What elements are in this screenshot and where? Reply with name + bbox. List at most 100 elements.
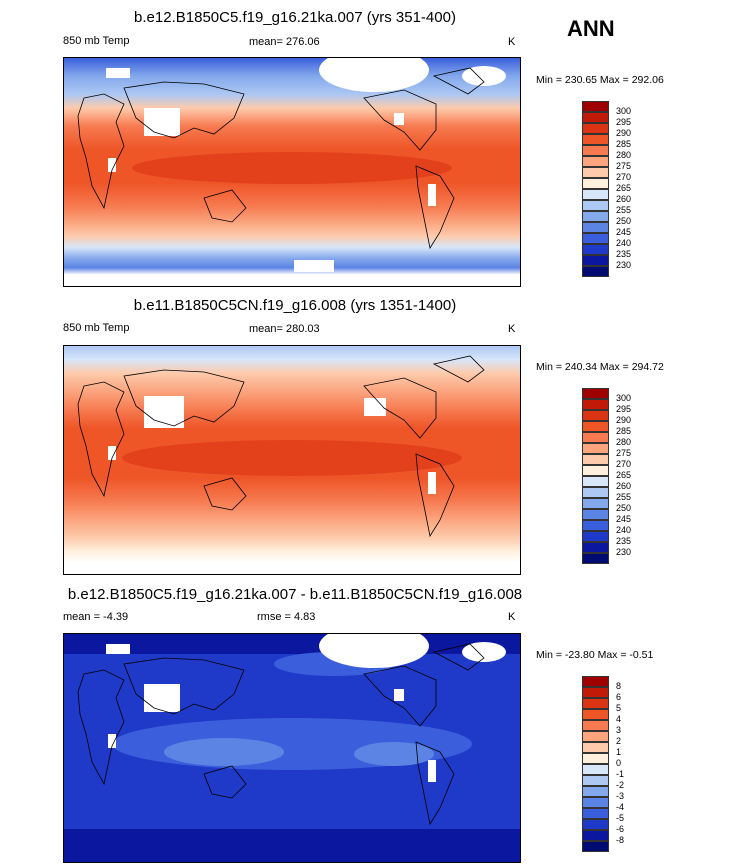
panel-2-map xyxy=(63,345,521,575)
panel-3-rmse-label: rmse = 4.83 xyxy=(257,611,316,623)
colorbar-tick-label: 290 xyxy=(616,415,632,425)
panel-2-minmax: Min = 240.34 Max = 294.72 xyxy=(536,361,664,373)
panel-1-mean-label: mean= 276.06 xyxy=(249,36,320,48)
colorbar-tick-label: 255 xyxy=(616,492,632,502)
colorbar-swatch xyxy=(582,676,609,687)
colorbar-swatch xyxy=(582,731,609,742)
panel-1-title: b.e12.B1850C5.f19_g16.21ka.007 (yrs 351-… xyxy=(134,9,456,26)
colorbar-tick-label: 270 xyxy=(616,172,632,182)
colorbar-tick-label: 5 xyxy=(616,703,622,713)
colorbar-tick-label: 235 xyxy=(616,536,632,546)
colorbar-swatch xyxy=(582,399,609,410)
colorbar-tick-label: 4 xyxy=(616,714,622,724)
colorbar-swatch xyxy=(582,553,609,564)
season-label: ANN xyxy=(567,16,615,41)
colorbar-tick-label: 245 xyxy=(616,514,632,524)
colorbar-swatch xyxy=(582,421,609,432)
colorbar-tick-label: 270 xyxy=(616,459,632,469)
colorbar-swatch xyxy=(582,709,609,720)
colorbar-swatch xyxy=(582,255,609,266)
colorbar-tick-label: 295 xyxy=(616,117,632,127)
panel-3-units: K xyxy=(508,611,516,623)
panel-3-mean-label: mean = -4.39 xyxy=(63,611,129,623)
colorbar-tick-label: 290 xyxy=(616,128,632,138)
colorbar-tick-label: 275 xyxy=(616,161,632,171)
colorbar-swatch xyxy=(582,465,609,476)
colorbar-swatch xyxy=(582,410,609,421)
colorbar-swatch xyxy=(582,742,609,753)
colorbar-tick-label: 285 xyxy=(616,139,632,149)
colorbar-swatch xyxy=(582,698,609,709)
colorbar-swatch xyxy=(582,134,609,145)
panel-2-mean-label: mean= 280.03 xyxy=(249,323,320,335)
colorbar-swatch xyxy=(582,178,609,189)
panel-3-map xyxy=(63,633,521,863)
colorbar-tick-label: 265 xyxy=(616,183,632,193)
colorbar-swatch xyxy=(582,443,609,454)
colorbar-swatch xyxy=(582,388,609,399)
colorbar-swatch xyxy=(582,112,609,123)
panel-1-field-label: 850 mb Temp xyxy=(63,35,130,47)
colorbar-tick-label: 280 xyxy=(616,150,632,160)
colorbar-swatch xyxy=(582,167,609,178)
panel-3-minmax: Min = -23.80 Max = -0.51 xyxy=(536,649,654,661)
colorbar-tick-label: 245 xyxy=(616,227,632,237)
colorbar-swatch xyxy=(582,720,609,731)
colorbar-swatch xyxy=(582,687,609,698)
colorbar-swatch xyxy=(582,542,609,553)
panel-2-units: K xyxy=(508,323,516,335)
colorbar-swatch xyxy=(582,454,609,465)
colorbar-swatch xyxy=(582,189,609,200)
colorbar-tick-label: 0 xyxy=(616,758,622,768)
colorbar-tick-label: 3 xyxy=(616,725,622,735)
colorbar-swatch xyxy=(582,101,609,112)
colorbar-tick-label: 275 xyxy=(616,448,632,458)
colorbar-tick-label: 300 xyxy=(616,393,632,403)
colorbar-swatch xyxy=(582,830,609,841)
colorbar-swatch xyxy=(582,531,609,542)
colorbar-swatch xyxy=(582,775,609,786)
colorbar-tick-label: 230 xyxy=(616,260,632,270)
colorbar-tick-label: 1 xyxy=(616,747,622,757)
colorbar-tick-label: -8 xyxy=(616,835,625,845)
colorbar-swatch xyxy=(582,432,609,443)
panel-2-title: b.e11.B1850C5CN.f19_g16.008 (yrs 1351-14… xyxy=(133,297,457,314)
panel-1-minmax: Min = 230.65 Max = 292.06 xyxy=(536,74,664,86)
colorbar-swatch xyxy=(582,200,609,211)
colorbar-swatch xyxy=(582,123,609,134)
colorbar-swatch xyxy=(582,211,609,222)
colorbar-tick-label: 280 xyxy=(616,437,632,447)
colorbar-tick-label: -1 xyxy=(616,769,625,779)
colorbar-tick-label: 6 xyxy=(616,692,622,702)
colorbar-tick-label: -4 xyxy=(616,802,625,812)
colorbar-swatch xyxy=(582,764,609,775)
panel-1-map xyxy=(63,57,521,287)
colorbar-swatch xyxy=(582,498,609,509)
colorbar-tick-label: 285 xyxy=(616,426,632,436)
colorbar-tick-label: 8 xyxy=(616,681,622,691)
colorbar-tick-label: 295 xyxy=(616,404,632,414)
colorbar-swatch xyxy=(582,819,609,830)
colorbar-tick-label: -6 xyxy=(616,824,625,834)
colorbar-tick-label: 300 xyxy=(616,106,632,116)
colorbar-tick-label: 240 xyxy=(616,525,632,535)
colorbar-tick-label: 240 xyxy=(616,238,632,248)
colorbar-swatch xyxy=(582,145,609,156)
colorbar-tick-label: 260 xyxy=(616,194,632,204)
colorbar-swatch xyxy=(582,841,609,852)
colorbar-swatch xyxy=(582,476,609,487)
colorbar-swatch xyxy=(582,808,609,819)
colorbar-tick-label: 265 xyxy=(616,470,632,480)
panel-3-title: b.e12.B1850C5.f19_g16.21ka.007 - b.e11.B… xyxy=(67,586,523,603)
colorbar-swatch xyxy=(582,509,609,520)
panel-2-field-label: 850 mb Temp xyxy=(63,322,130,334)
colorbar-tick-label: 255 xyxy=(616,205,632,215)
colorbar-swatch xyxy=(582,753,609,764)
colorbar-swatch xyxy=(582,266,609,277)
colorbar-swatch xyxy=(582,520,609,531)
colorbar-tick-label: 260 xyxy=(616,481,632,491)
colorbar-tick-label: 235 xyxy=(616,249,632,259)
colorbar-tick-label: -3 xyxy=(616,791,625,801)
colorbar-tick-label: 250 xyxy=(616,503,632,513)
colorbar-tick-label: -2 xyxy=(616,780,625,790)
